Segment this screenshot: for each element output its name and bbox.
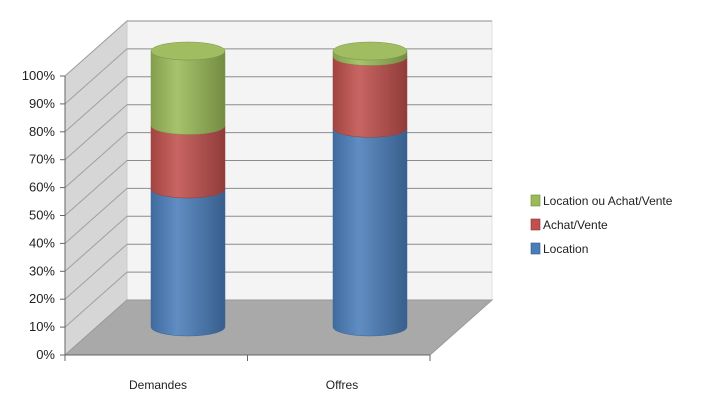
y-tick-label: 100% bbox=[22, 68, 56, 83]
legend-swatch bbox=[530, 194, 541, 207]
y-tick-label: 60% bbox=[29, 180, 55, 195]
gridline-side bbox=[64, 160, 128, 216]
gridline-side bbox=[64, 76, 128, 133]
legend-label: Achat/Vente bbox=[543, 218, 608, 232]
x-category-label: Demandes bbox=[129, 378, 187, 392]
bar-segment-demandes-achat-vente bbox=[150, 125, 226, 199]
gridline-side bbox=[64, 20, 128, 77]
y-tick-label: 50% bbox=[29, 208, 55, 223]
gridline-side bbox=[64, 271, 128, 328]
y-tick-label: 40% bbox=[29, 235, 55, 250]
gridline-side bbox=[64, 243, 128, 300]
legend-swatch bbox=[530, 242, 541, 255]
y-tick-label: 20% bbox=[29, 291, 55, 306]
y-tick-label: 10% bbox=[29, 319, 55, 334]
legend-label: Location ou Achat/Vente bbox=[543, 194, 673, 208]
bar-top-cap-demandes bbox=[150, 41, 226, 61]
bar-segment-offres-location bbox=[332, 128, 408, 337]
legend-label: Location bbox=[543, 242, 588, 256]
y-tick-label: 90% bbox=[29, 96, 55, 111]
bar-segment-demandes-location-ou-achat-vente bbox=[150, 50, 226, 135]
y-tick-label: 80% bbox=[29, 124, 55, 139]
chart-floor bbox=[63, 299, 494, 356]
y-tick-label: 0% bbox=[36, 347, 55, 362]
gridline-side bbox=[64, 132, 128, 188]
gridline-side bbox=[64, 104, 128, 161]
y-tick-label: 70% bbox=[29, 152, 55, 167]
gridline-side bbox=[64, 48, 128, 105]
bar-segment-offres-achat-vente bbox=[332, 56, 408, 138]
gridline-side bbox=[64, 188, 128, 244]
y-tick-label: 30% bbox=[29, 263, 55, 278]
gridline-side bbox=[64, 215, 128, 272]
legend-swatch bbox=[530, 218, 541, 231]
bar-top-cap-offres bbox=[332, 41, 408, 61]
bar-segment-demandes-location bbox=[150, 188, 226, 337]
x-category-label: Offres bbox=[326, 378, 358, 392]
